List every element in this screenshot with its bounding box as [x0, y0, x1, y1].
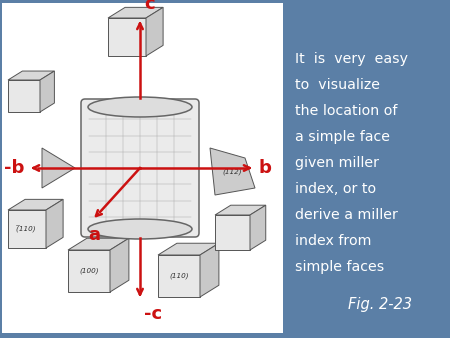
Polygon shape [158, 243, 219, 255]
Polygon shape [108, 18, 146, 56]
Text: index from: index from [295, 234, 371, 248]
FancyBboxPatch shape [81, 99, 199, 237]
Text: -b: -b [4, 159, 24, 177]
Text: index, or to: index, or to [295, 182, 376, 196]
Text: simple faces: simple faces [295, 260, 384, 274]
Text: It  is  very  easy: It is very easy [295, 52, 408, 66]
Polygon shape [210, 148, 255, 195]
Text: given miller: given miller [295, 156, 379, 170]
Text: (110): (110) [169, 273, 189, 279]
Polygon shape [46, 199, 63, 248]
Bar [2, 3, 283, 333]
Polygon shape [8, 210, 46, 248]
Text: the location of: the location of [295, 104, 397, 118]
Ellipse shape [88, 219, 192, 239]
Text: derive a miller: derive a miller [295, 208, 398, 222]
Text: Fig. 2-23: Fig. 2-23 [348, 297, 412, 313]
Polygon shape [110, 238, 129, 292]
Polygon shape [250, 205, 266, 250]
Ellipse shape [88, 97, 192, 117]
Polygon shape [215, 215, 250, 250]
Text: to  visualize: to visualize [295, 78, 380, 92]
Polygon shape [215, 205, 266, 215]
Text: (100): (100) [79, 268, 99, 274]
Polygon shape [108, 7, 163, 18]
Polygon shape [40, 71, 54, 112]
Polygon shape [68, 238, 129, 250]
Polygon shape [68, 250, 110, 292]
Polygon shape [8, 71, 54, 80]
Polygon shape [158, 255, 200, 297]
Text: c: c [144, 0, 155, 13]
Text: (̅110): (̅110) [17, 225, 37, 233]
Polygon shape [8, 199, 63, 210]
Text: b: b [259, 159, 272, 177]
Polygon shape [8, 80, 40, 112]
Polygon shape [200, 243, 219, 297]
Polygon shape [146, 7, 163, 56]
Text: -c: -c [144, 305, 162, 323]
Text: a simple face: a simple face [295, 130, 390, 144]
Text: a: a [88, 226, 100, 244]
Polygon shape [42, 148, 75, 188]
Text: (112): (112) [222, 169, 242, 175]
